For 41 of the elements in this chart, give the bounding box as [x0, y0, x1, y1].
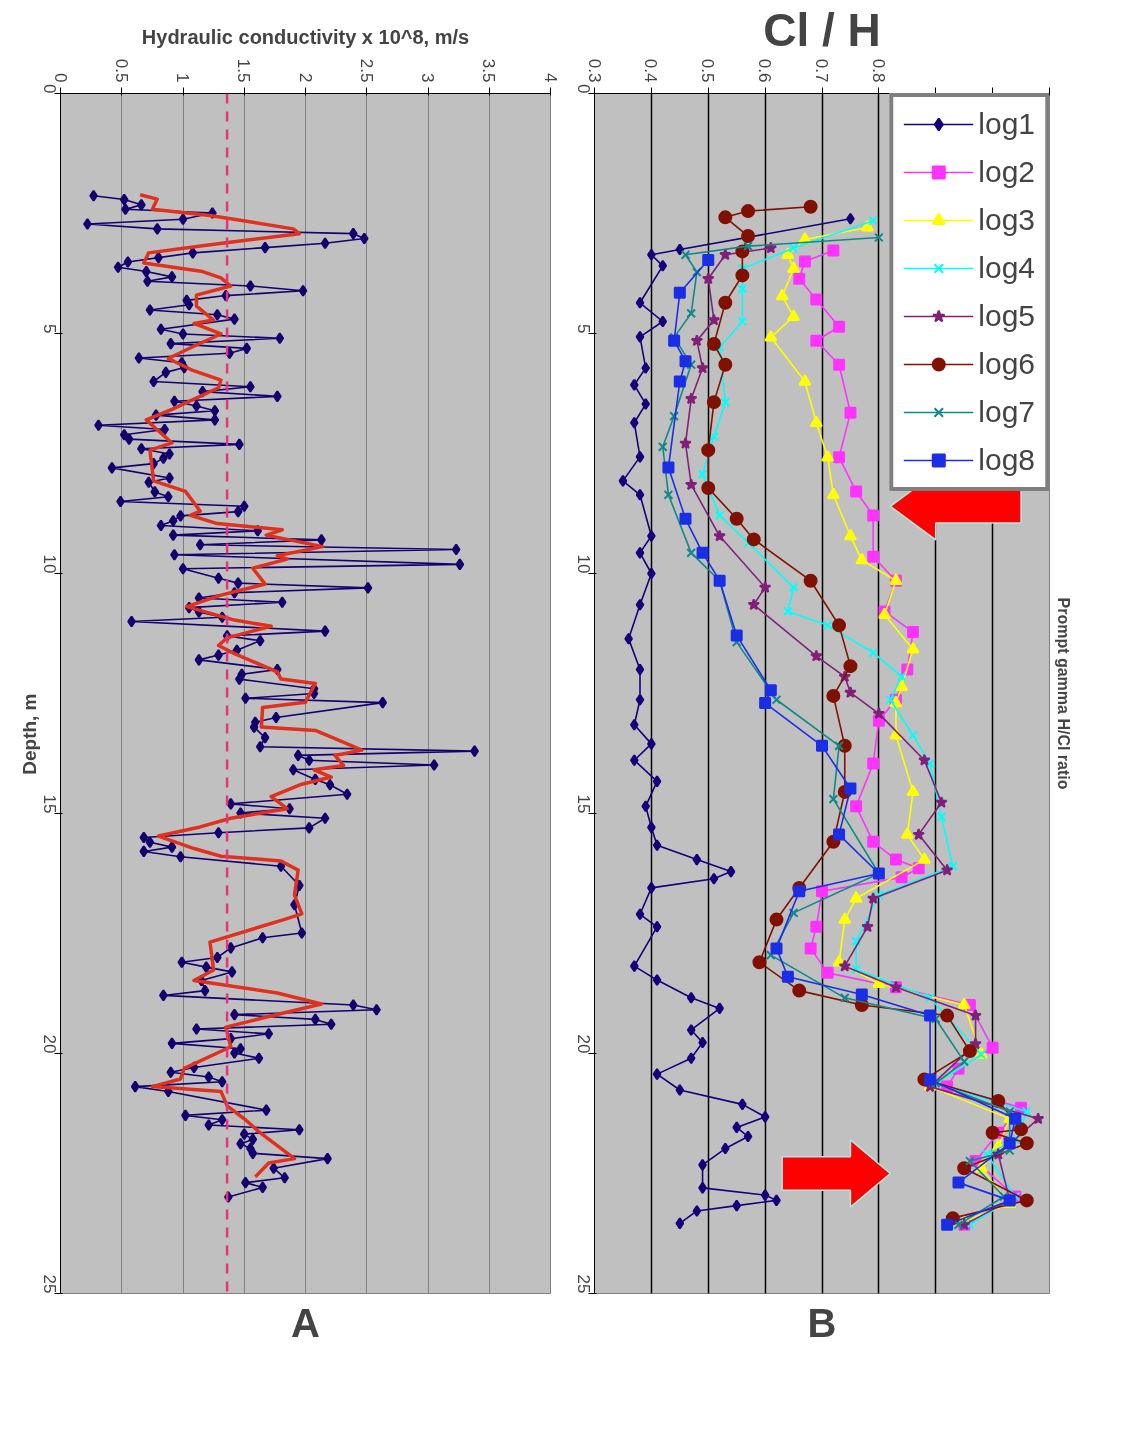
legend-label: log5: [978, 299, 1035, 333]
x-tick-label: 0.8: [868, 58, 888, 83]
text: Prompt gamma H/Cl ratio: [1054, 597, 1072, 790]
text: B: [807, 1300, 837, 1345]
text: A: [291, 1300, 320, 1345]
y-tick-label: 10: [573, 554, 593, 574]
legend-label: log2: [978, 155, 1035, 189]
x-tick-label: 0.5: [698, 58, 718, 83]
y-tick-label: 20: [39, 1034, 59, 1054]
x-tick-label: 4: [540, 73, 560, 83]
x-tick-label: 1.5: [234, 58, 254, 83]
x-tick-label: 3: [418, 73, 437, 83]
x-axis-title: Hydraulic conductivity x 10^8, m/s: [141, 25, 470, 48]
x-axis-title: Cl / H: [763, 3, 881, 56]
y-tick-label: 0: [39, 84, 59, 94]
x-tick-label: 3.5: [479, 58, 499, 83]
legend-label: log8: [978, 443, 1035, 477]
legend-label: log1: [978, 107, 1035, 141]
y-tick-label: 25: [573, 1274, 593, 1294]
legend-label: log3: [978, 203, 1035, 237]
x-tick-label: 2.5: [356, 58, 376, 83]
x-tick-label: 2: [295, 73, 315, 83]
y-tick-label: 15: [39, 794, 59, 814]
x-tick-label: 0.4: [641, 58, 661, 83]
legend-label: log6: [978, 347, 1035, 381]
x-tick-label: 0: [50, 73, 70, 83]
y-axis-title: Depth, m: [19, 693, 40, 775]
y-tick-label: 20: [573, 1034, 593, 1054]
y-tick-label: 15: [573, 794, 593, 814]
x-tick-label: 1: [173, 73, 192, 83]
x-tick-label: 0.6: [755, 58, 775, 83]
x-tick-label: 0.3: [584, 58, 604, 83]
x-tick-label: 0.5: [111, 58, 131, 83]
x-tick-label: 0.7: [812, 58, 831, 83]
legend-label: log7: [978, 395, 1035, 429]
y-tick-label: 10: [39, 554, 59, 574]
y-tick-label: 5: [573, 324, 593, 334]
y-tick-label: 0: [573, 84, 593, 94]
y-tick-label: 5: [39, 324, 59, 334]
legend-label: log4: [978, 251, 1035, 285]
y-tick-label: 25: [39, 1274, 59, 1294]
